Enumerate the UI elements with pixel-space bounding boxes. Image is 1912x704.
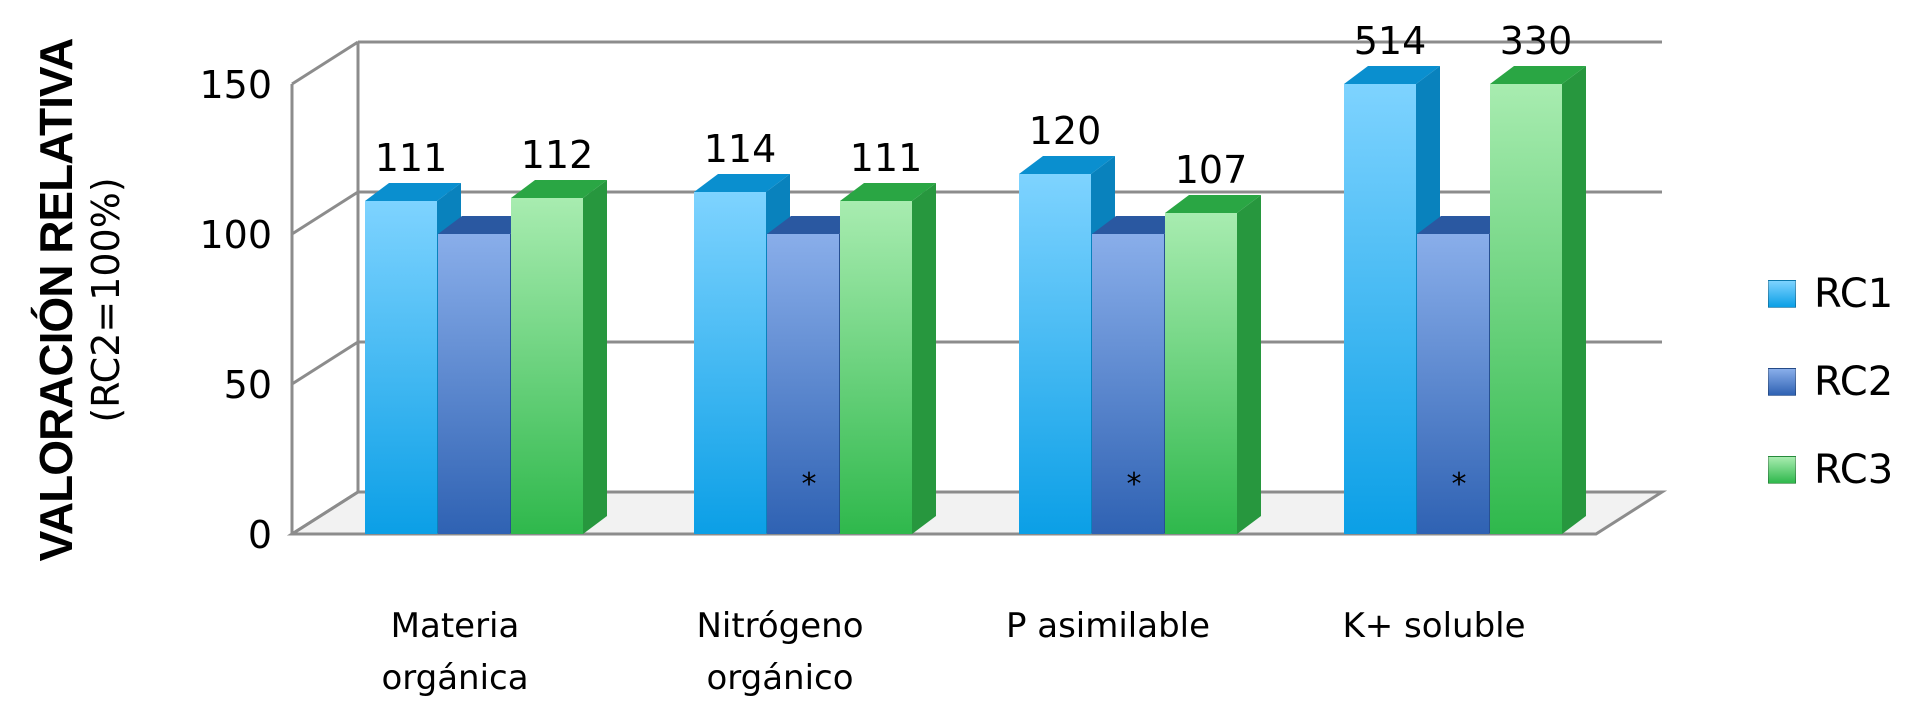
bar-rc2 (767, 234, 839, 534)
data-label: 114 (704, 127, 777, 171)
gridline-side (291, 190, 359, 236)
gridline-side (291, 340, 359, 386)
bar-side (912, 183, 936, 534)
y-axis-title-line2: (RC2=100%) (84, 177, 128, 423)
data-label: 112 (521, 133, 594, 177)
category-label-k-soluble: K+ soluble (1284, 600, 1584, 652)
y-tick-label: 50 (224, 363, 272, 407)
bar-top (1165, 195, 1261, 213)
gridline-side (291, 40, 359, 86)
bar-top (1417, 216, 1513, 234)
bar-top (1092, 216, 1188, 234)
legend-label-rc2: RC2 (1814, 359, 1894, 405)
y-axis-title: VALORACIÓN RELATIVA (RC2=100%) (20, 20, 140, 580)
bar-top (511, 180, 607, 198)
bar-rc3 (1490, 84, 1562, 534)
bar-top (767, 216, 863, 234)
y-axis-title-line1: VALORACIÓN RELATIVA (30, 38, 82, 562)
bar-side (583, 180, 607, 534)
bar-top (438, 216, 534, 234)
bar-top (1490, 66, 1586, 84)
bar-rc3 (840, 201, 912, 534)
category-line2: orgánica (381, 658, 529, 698)
bar-top (1019, 156, 1115, 174)
bar-rc2 (1417, 234, 1489, 534)
bar-rc1 (365, 201, 437, 534)
category-line1: Materia (390, 606, 520, 646)
significance-marker: * (1452, 467, 1467, 502)
legend-label-rc1: RC1 (1814, 271, 1894, 317)
bar-side (1237, 195, 1261, 534)
category-label-nitrogeno: Nitrógeno orgánico (630, 600, 930, 704)
bar-top (365, 183, 461, 201)
y-tick-label: 150 (199, 63, 272, 107)
bar-rc3 (1165, 213, 1237, 534)
data-label: 120 (1029, 109, 1102, 153)
bar-top (694, 174, 790, 192)
legend-swatch-rc2 (1768, 368, 1796, 396)
legend-swatch-rc1 (1768, 280, 1796, 308)
significance-marker: * (802, 467, 817, 502)
bar-rc2 (1092, 234, 1164, 534)
legend-item-rc2: RC2 (1768, 338, 1893, 426)
legend-label-rc3: RC3 (1814, 447, 1894, 493)
significance-marker: * (1127, 467, 1142, 502)
legend: RC1 RC2 RC3 (1768, 250, 1893, 514)
gridline-side (291, 490, 359, 536)
bar-side (1562, 66, 1586, 534)
category-label-p-asimilable: P asimilable (958, 600, 1258, 652)
bar-rc3 (511, 198, 583, 534)
y-tick-label: 100 (199, 213, 272, 257)
category-line1: Nitrógeno (696, 606, 864, 646)
legend-item-rc1: RC1 (1768, 250, 1893, 338)
category-line1: P asimilable (1005, 606, 1211, 646)
bar-top (840, 183, 936, 201)
legend-item-rc3: RC3 (1768, 426, 1893, 514)
bar-rc1 (1019, 174, 1091, 534)
legend-swatch-rc3 (1768, 456, 1796, 484)
data-label: 111 (375, 136, 448, 180)
bar-top (1344, 66, 1440, 84)
data-label: 514 (1354, 19, 1427, 63)
bar-rc1 (694, 192, 766, 534)
category-line1: K+ soluble (1342, 606, 1526, 646)
y-tick-label: 0 (248, 513, 272, 557)
data-label: 330 (1500, 19, 1573, 63)
data-label: 111 (850, 136, 923, 180)
category-label-materia: Materia orgánica (305, 600, 605, 704)
data-label: 107 (1175, 148, 1248, 192)
category-line2: orgánico (706, 658, 854, 698)
bar-rc1 (1344, 84, 1416, 534)
bar-rc2 (438, 234, 510, 534)
